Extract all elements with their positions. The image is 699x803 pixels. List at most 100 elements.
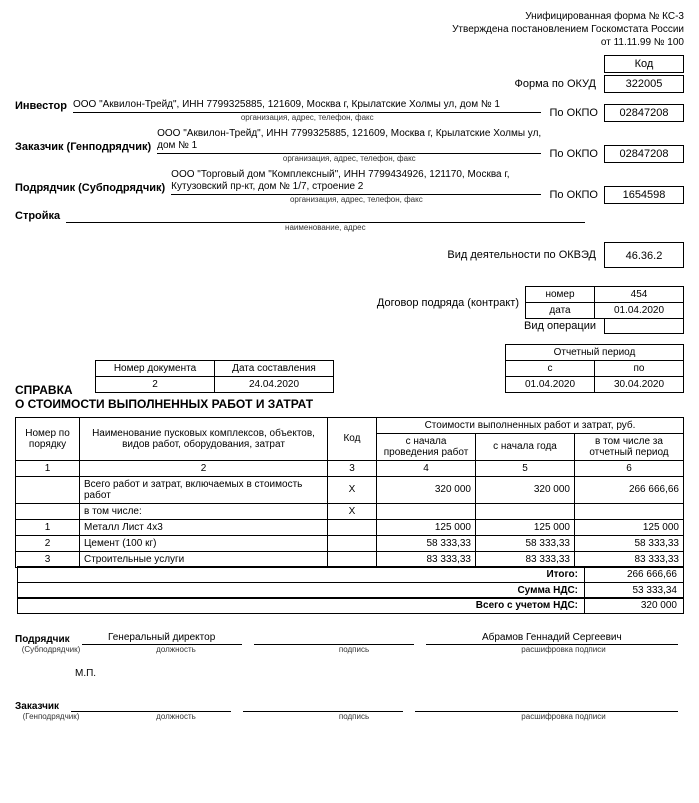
sig-signature xyxy=(254,632,414,645)
table-cell: 3 xyxy=(16,551,80,567)
cn1: 1 xyxy=(16,460,80,476)
table-cell xyxy=(328,551,377,567)
okved-value: 46.36.2 xyxy=(604,242,684,268)
table-cell: Х xyxy=(328,476,377,503)
sig2-signature xyxy=(243,699,403,712)
table-cell: 83 333,33 xyxy=(476,551,575,567)
table-cell xyxy=(377,503,476,519)
th-c: в том числе за отчетный период xyxy=(575,433,684,460)
sig-name: Абрамов Геннадий Сергеевич xyxy=(426,632,678,645)
header-line1: Унифицированная форма № КС-3 xyxy=(15,10,684,23)
contractor-label: Подрядчик (Субподрядчик) xyxy=(15,182,171,204)
okpo1-label: По ОКПО xyxy=(549,107,598,119)
table-cell: Цемент (100 кг) xyxy=(80,535,328,551)
period-label: Отчетный период xyxy=(506,344,684,360)
period-table: Отчетный период с по 01.04.2020 30.04.20… xyxy=(505,344,684,393)
investor-label: Инвестор xyxy=(15,100,73,122)
table-cell: 125 000 xyxy=(575,519,684,535)
kod-header: Код xyxy=(604,55,684,73)
contractor-value: ООО "Торговый дом "Комплексный", ИНН 779… xyxy=(171,169,541,195)
okpo3-label: По ОКПО xyxy=(549,189,598,201)
mp-label: М.П. xyxy=(75,668,684,679)
total-label: Всего с учетом НДС: xyxy=(17,597,584,614)
th-num: Номер по порядку xyxy=(16,417,80,460)
cn2: 2 xyxy=(80,460,328,476)
header-line2: Утверждена постановлением Госкомстата Ро… xyxy=(15,23,684,36)
table-cell: 58 333,33 xyxy=(575,535,684,551)
table-cell: 266 666,66 xyxy=(575,476,684,503)
okpo2-value: 02847208 xyxy=(604,145,684,163)
table-cell: 58 333,33 xyxy=(377,535,476,551)
table-row: в том числе:Х xyxy=(16,503,684,519)
sig-name-sub: расшифровка подписи xyxy=(449,645,678,654)
sig-position: Генеральный директор xyxy=(82,632,242,645)
nds-label: Сумма НДС: xyxy=(17,582,584,599)
sig-customer-sub: (Генподрядчик) xyxy=(15,712,87,721)
table-cell: 83 333,33 xyxy=(377,551,476,567)
cn5: 5 xyxy=(476,460,575,476)
contract-date-label: дата xyxy=(526,303,595,319)
sig-contractor-sub: (Субподрядчик) xyxy=(15,645,87,654)
customer-label: Заказчик (Генподрядчик) xyxy=(15,141,157,163)
docdate-label: Дата составления xyxy=(215,360,334,376)
th-code: Код xyxy=(328,417,377,460)
contract-num-label: номер xyxy=(526,287,595,303)
table-cell xyxy=(476,503,575,519)
table-cell: 58 333,33 xyxy=(476,535,575,551)
sig2-name-sub: расшифровка подписи xyxy=(449,712,678,721)
contract-table: номер 454 дата 01.04.2020 xyxy=(525,286,684,319)
contract-num: 454 xyxy=(595,287,684,303)
table-cell: Строительные услуги xyxy=(80,551,328,567)
table-cell: Всего работ и затрат, включаемых в стоим… xyxy=(80,476,328,503)
doc-subtitle: О СТОИМОСТИ ВЫПОЛНЕННЫХ РАБОТ И ЗАТРАТ xyxy=(15,397,313,411)
sig2-position xyxy=(71,699,231,712)
okved-label: Вид деятельности по ОКВЭД xyxy=(447,249,596,261)
period-from-label: с xyxy=(506,360,595,376)
period-from: 01.04.2020 xyxy=(506,376,595,392)
oper-value xyxy=(604,318,684,334)
sig-contractor-label: Подрядчик xyxy=(15,634,76,645)
main-table: Номер по порядку Наименование пусковых к… xyxy=(15,417,684,568)
sig-signature-sub: подпись xyxy=(271,645,437,654)
okpo2-label: По ОКПО xyxy=(549,148,598,160)
sig2-position-sub: должность xyxy=(93,712,259,721)
oper-label: Вид операции xyxy=(524,320,596,332)
table-cell: 320 000 xyxy=(476,476,575,503)
sig-position-sub: должность xyxy=(93,645,259,654)
itogo-value: 266 666,66 xyxy=(584,566,684,583)
period-to-label: по xyxy=(595,360,684,376)
cn3: 3 xyxy=(328,460,377,476)
okud-value: 322005 xyxy=(604,75,684,93)
contract-label: Договор подряда (контракт) xyxy=(377,297,519,309)
table-cell: 1 xyxy=(16,519,80,535)
sig2-signature-sub: подпись xyxy=(271,712,437,721)
table-cell: 125 000 xyxy=(476,519,575,535)
th-b: с начала года xyxy=(476,433,575,460)
site-label: Стройка xyxy=(15,210,66,232)
table-cell xyxy=(328,535,377,551)
doc-title: СПРАВКА xyxy=(15,383,313,397)
header-line3: от 11.11.99 № 100 xyxy=(15,36,684,49)
okpo3-value: 1654598 xyxy=(604,186,684,204)
table-cell xyxy=(16,476,80,503)
customer-value: ООО "Аквилон-Трейд", ИНН 7799325885, 121… xyxy=(157,128,541,154)
itogo-label: Итого: xyxy=(17,566,584,583)
investor-sublabel: организация, адрес, телефон, факс xyxy=(73,113,542,122)
sig2-name xyxy=(415,699,678,712)
contract-date: 01.04.2020 xyxy=(595,303,684,319)
docnum-label: Номер документа xyxy=(96,360,215,376)
okpo1-value: 02847208 xyxy=(604,104,684,122)
table-row: Всего работ и затрат, включаемых в стоим… xyxy=(16,476,684,503)
th-cost: Стоимости выполненных работ и затрат, ру… xyxy=(377,417,684,433)
table-row: 3Строительные услуги83 333,3383 333,3383… xyxy=(16,551,684,567)
total-value: 320 000 xyxy=(584,597,684,614)
table-cell: Х xyxy=(328,503,377,519)
investor-value: ООО "Аквилон-Трейд", ИНН 7799325885, 121… xyxy=(73,99,542,113)
customer-sublabel: организация, адрес, телефон, факс xyxy=(157,154,541,163)
contractor-sublabel: организация, адрес, телефон, факс xyxy=(171,195,541,204)
table-cell xyxy=(575,503,684,519)
okud-label: Форма по ОКУД xyxy=(515,78,597,90)
period-to: 30.04.2020 xyxy=(595,376,684,392)
th-a: с начала проведения работ xyxy=(377,433,476,460)
table-cell xyxy=(328,519,377,535)
